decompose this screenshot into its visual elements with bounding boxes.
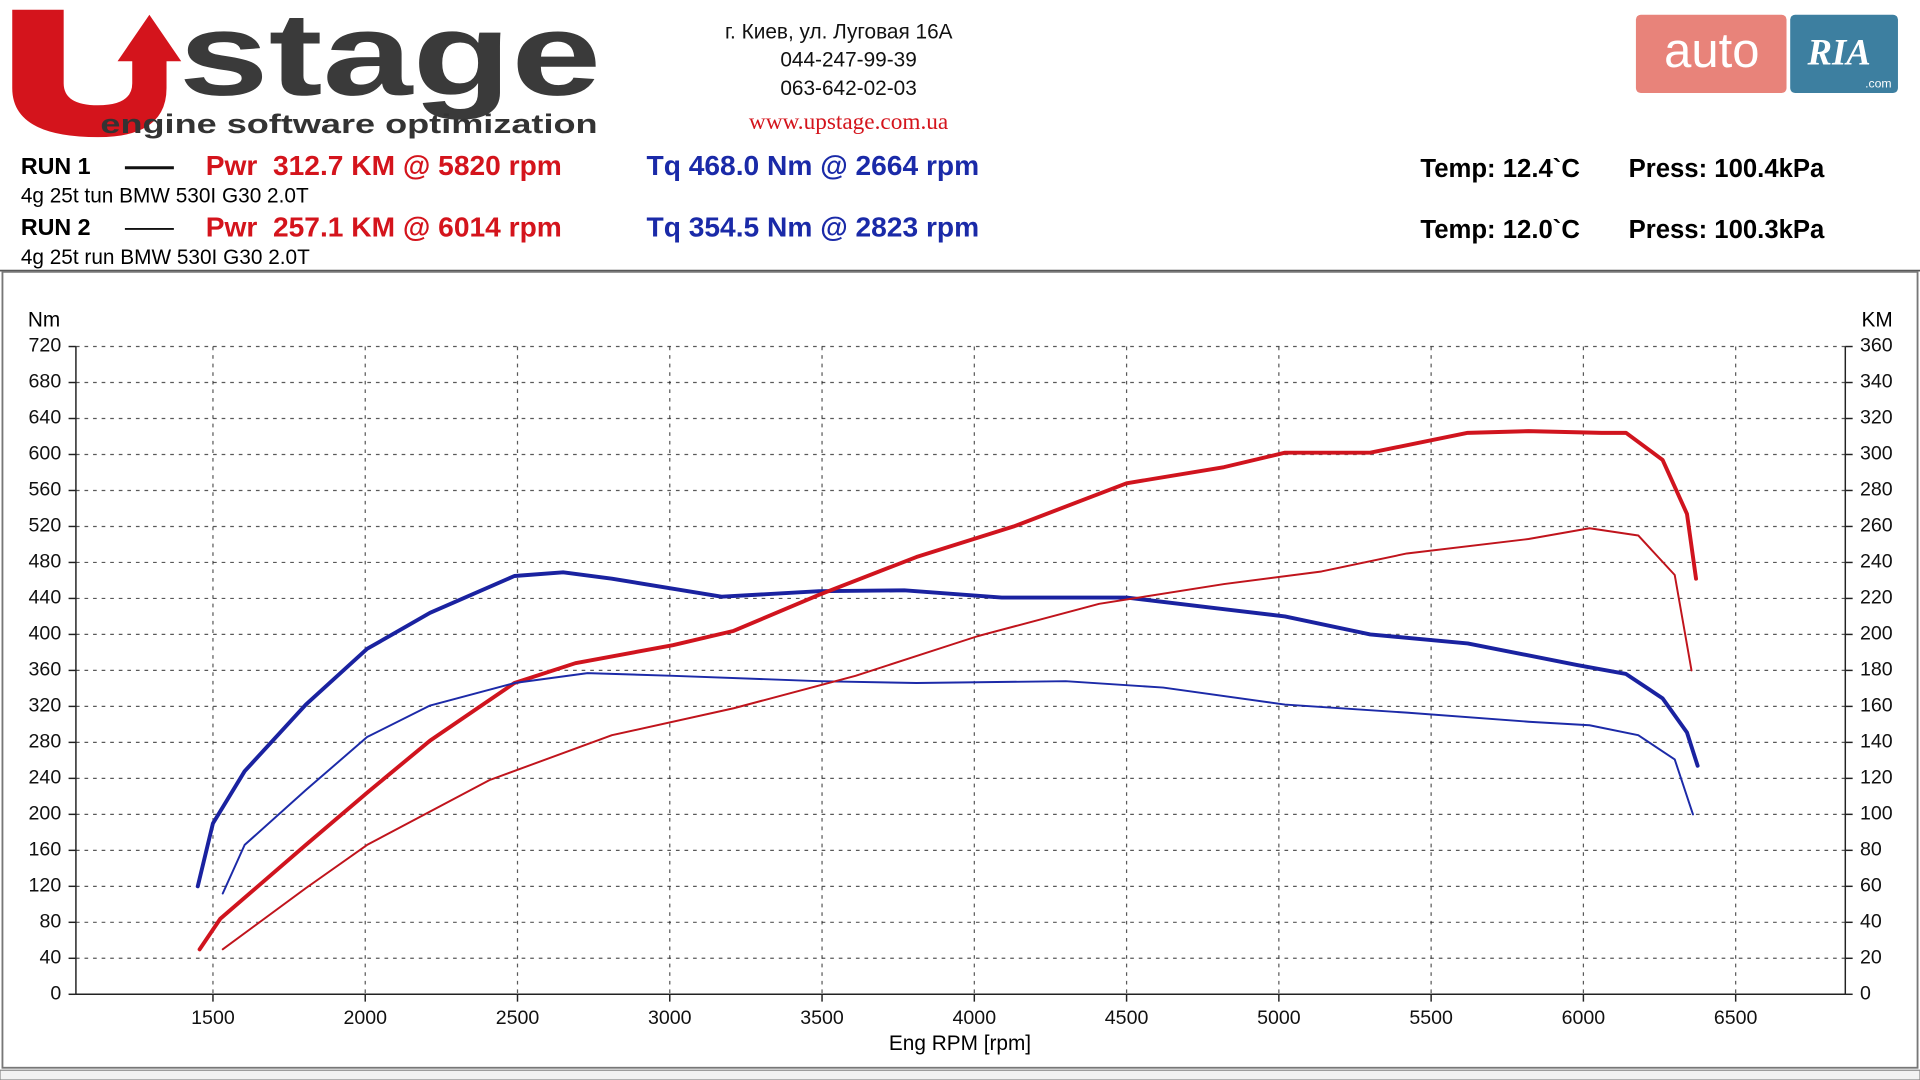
partner-logo-text: auto [1664, 24, 1759, 78]
y2-tick-label: 0 [1860, 982, 1871, 1004]
x-tick-label: 5000 [1257, 1007, 1301, 1029]
run-legend: RUN 1 Pwr 312.7 KM @ 5820 rpm Tq 468.0 Nm … [21, 150, 1825, 269]
partner-logo-text: RIA [1807, 32, 1871, 73]
website: www.upstage.com.ua [749, 109, 948, 135]
partner-logo-left [1635, 14, 1787, 94]
run-temp: Temp: 12.0`C [1420, 216, 1579, 244]
y-tick-label: 280 [29, 731, 62, 753]
y2-tick-label: 280 [1860, 479, 1893, 501]
y2-tick-label: 160 [1860, 695, 1893, 717]
phone-line: 063-642-02-03 [780, 77, 916, 100]
y2-tick-label: 240 [1860, 551, 1893, 573]
chart-frame [1, 270, 1919, 1069]
y-tick-label: 320 [29, 695, 62, 717]
y-tick-label: 520 [29, 515, 62, 537]
run-power: Pwr 312.7 KM @ 5820 rpm [206, 150, 562, 181]
y2-tick-label: 20 [1860, 946, 1882, 968]
x-tick-label: 4000 [953, 1007, 997, 1029]
address-line: г. Киев, ул. Луговая 16А [725, 21, 953, 44]
y-tick-label: 720 [29, 335, 62, 357]
curve [221, 672, 1694, 895]
x-tick-label: 6500 [1714, 1007, 1758, 1029]
logo-text: stage [179, 0, 601, 120]
logo-mark [12, 9, 182, 138]
run-label: RUN 2 [21, 214, 91, 240]
y-tick-label: 480 [29, 551, 62, 573]
partner-logo-suffix: .com [1865, 77, 1892, 91]
x-tick-label: 3000 [648, 1007, 692, 1029]
phone-line: 044-247-99-39 [780, 49, 916, 72]
run-description: 4g 25t run BMW 530I G30 2.0T [21, 246, 310, 269]
curve [197, 429, 1698, 952]
y-tick-label: 120 [29, 874, 62, 896]
y-tick-label: 160 [29, 839, 62, 861]
y-tick-label: 680 [29, 371, 62, 393]
x-tick-label: 1500 [191, 1007, 235, 1029]
logo-tagline: engine software optimization [100, 109, 597, 139]
y-tick-label: 360 [29, 659, 62, 681]
y2-tick-label: 340 [1860, 371, 1893, 393]
y-tick-label: 240 [29, 767, 62, 789]
y2-tick-label: 40 [1860, 910, 1882, 932]
y-axis-title: Nm [28, 308, 60, 331]
run-description: 4g 25t tun BMW 530I G30 2.0T [21, 185, 309, 208]
y-tick-label: 440 [29, 587, 62, 609]
status-bar [0, 1069, 1920, 1080]
y2-tick-label: 260 [1860, 515, 1893, 537]
y-tick-label: 640 [29, 407, 62, 429]
run-press: Press: 100.3kPa [1629, 216, 1825, 244]
y2-tick-label: 360 [1860, 335, 1893, 357]
curve [195, 570, 1700, 889]
y2-tick-label: 140 [1860, 731, 1893, 753]
run-press: Press: 100.4kPa [1629, 155, 1825, 183]
y2-tick-label: 180 [1860, 659, 1893, 681]
y-tick-label: 600 [29, 443, 62, 465]
run-torque: Tq 468.0 Nm @ 2664 rpm [647, 150, 980, 181]
x-tick-label: 2000 [343, 1007, 387, 1029]
x-tick-label: 3500 [800, 1007, 844, 1029]
run-power: Pwr 257.1 KM @ 6014 rpm [206, 211, 562, 242]
run-torque: Tq 354.5 Nm @ 2823 rpm [647, 211, 980, 242]
y-tick-label: 560 [29, 479, 62, 501]
x-tick-label: 5500 [1409, 1007, 1453, 1029]
y2-tick-label: 220 [1860, 587, 1893, 609]
run-label: RUN 1 [21, 153, 91, 179]
y2-tick-label: 300 [1860, 443, 1893, 465]
x-axis-title: Eng RPM [rpm] [889, 1032, 1031, 1055]
y2-axis-title: KM [1862, 308, 1893, 331]
x-tick-label: 4500 [1105, 1007, 1149, 1029]
y-tick-label: 40 [39, 946, 61, 968]
y-tick-label: 400 [29, 623, 62, 645]
partner-logo-right [1790, 14, 1898, 94]
y2-tick-label: 200 [1860, 623, 1893, 645]
y2-tick-label: 60 [1860, 874, 1882, 896]
y2-tick-label: 320 [1860, 407, 1893, 429]
x-tick-label: 6000 [1562, 1007, 1606, 1029]
curve [221, 527, 1693, 951]
y-tick-label: 80 [39, 910, 61, 932]
y-tick-label: 200 [29, 803, 62, 825]
y2-tick-label: 120 [1860, 767, 1893, 789]
run-temp: Temp: 12.4`C [1420, 155, 1579, 183]
y-tick-label: 0 [50, 982, 61, 1004]
y2-tick-label: 80 [1860, 839, 1882, 861]
x-tick-label: 2500 [496, 1007, 540, 1029]
y2-tick-label: 100 [1860, 803, 1893, 825]
